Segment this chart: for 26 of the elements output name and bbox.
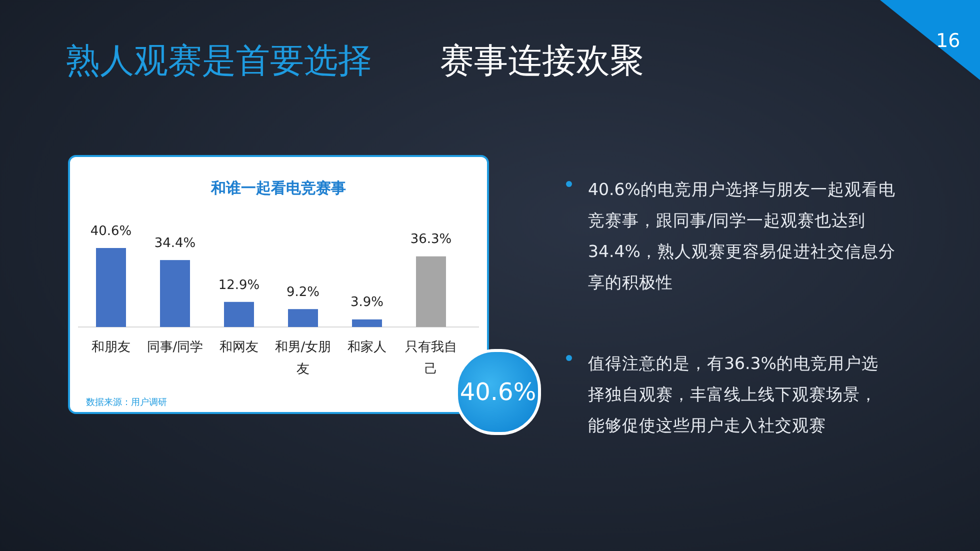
x-tick-label: 只有我自己 [405, 340, 457, 377]
chart-title: 和谁一起看电竞赛事 [210, 179, 347, 198]
x-tick-label: 同事/同学 [146, 339, 204, 357]
data-label: 12.9% [217, 278, 261, 293]
bar [96, 248, 126, 327]
data-label: 40.6% [89, 224, 133, 239]
x-tick-label: 和男/女朋友 [274, 339, 332, 379]
bar [160, 260, 190, 327]
text: 熟人观赛是首要选择 [66, 40, 372, 83]
text: 16 [936, 30, 960, 52]
text: 赛事连接欢聚 [440, 40, 644, 83]
data-label: 9.2% [285, 285, 321, 300]
bar [288, 309, 318, 327]
x-tick-label: 和网友 [218, 339, 260, 357]
text: 40.6% [460, 378, 536, 406]
data-label: 36.3% [409, 232, 453, 248]
data-label: 34.4% [153, 236, 197, 252]
text: 40.6%的电竞用户选择与朋友一起观看电竞赛事，跟同事/同学一起观赛也达到34.4%，熟人观赛更容易促进社交信息分享的积极性 [588, 179, 896, 294]
source-note: 数据来源：用户调研 [86, 396, 167, 409]
bar [416, 256, 446, 327]
bar [224, 302, 254, 327]
data-label: 3.9% [349, 295, 385, 310]
text: 值得注意的是，有36.3%的电竞用户选择独自观赛，丰富线上线下观赛场景，能够促使这些用户走入社交观赛 [588, 353, 880, 437]
bar [352, 319, 382, 327]
x-tick-label: 和朋友 [90, 339, 132, 357]
x-tick-label: 和家人 [346, 339, 388, 357]
